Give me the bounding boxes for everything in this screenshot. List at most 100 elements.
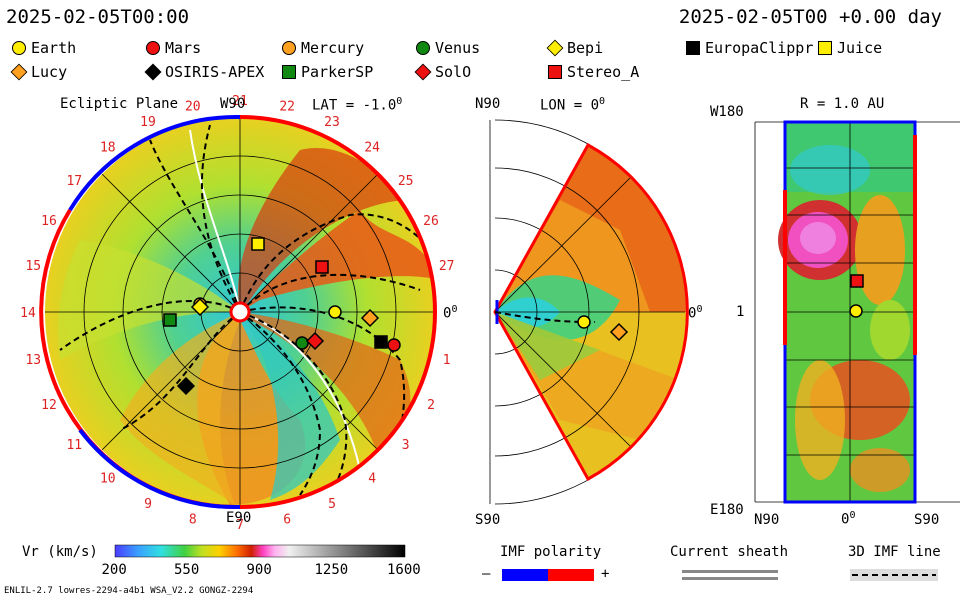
- rotation-label: 16: [41, 214, 57, 229]
- legend-label: Lucy: [31, 63, 68, 81]
- rotation-label: 23: [324, 115, 340, 130]
- radial-left-bottom: E180: [710, 502, 744, 518]
- marker-bepi: [190, 297, 210, 317]
- current-sheath-label: Current sheath: [670, 544, 789, 560]
- legend-label: Juice: [837, 39, 883, 57]
- circle-marker-icon: [416, 41, 430, 55]
- timestamp: 2025-02-05T00:00: [6, 6, 190, 28]
- marker-venus: [295, 336, 309, 350]
- rotation-label: 2: [427, 398, 435, 413]
- radial-title: R = 1.0 AU: [800, 96, 885, 112]
- rotation-label: 27: [439, 259, 455, 274]
- ecliptic-top-label: W90: [220, 96, 246, 112]
- legend-label: Stereo_A: [567, 63, 640, 81]
- rotation-label: 3: [402, 438, 410, 453]
- current-sheath-line1: [682, 570, 778, 573]
- legend-label: Mars: [165, 39, 202, 57]
- marker-lucy: [360, 308, 380, 328]
- imf-polarity-label: IMF polarity: [500, 544, 602, 560]
- legend-item-juice: Juice: [818, 39, 882, 57]
- radial-left-top: W180: [710, 104, 744, 120]
- marker-earth: [577, 315, 591, 329]
- rotation-label: 5: [328, 497, 336, 512]
- marker-parkersp: [163, 313, 177, 327]
- meridional-top-left: N90: [475, 96, 501, 112]
- radial-left-mid: 1: [736, 304, 745, 320]
- ecliptic-lat-label: LAT = -1.00: [312, 96, 403, 114]
- legend-item-lucy: Lucy: [10, 63, 68, 81]
- meridional-bottom-left: S90: [475, 512, 501, 528]
- radial-plot: [754, 120, 960, 504]
- marker-earth: [328, 305, 342, 319]
- colorbar-tick: 1600: [387, 562, 421, 578]
- legend-item-osiris-apex: OSIRIS-APEX: [144, 63, 264, 81]
- rotation-label: 6: [283, 513, 291, 528]
- current-sheath-line2: [682, 577, 778, 580]
- rotation-label: 15: [25, 259, 41, 274]
- square-marker-icon: [282, 65, 296, 79]
- square-marker-icon: [548, 65, 562, 79]
- legend-label: Mercury: [301, 39, 365, 57]
- imf-plus: +: [601, 566, 610, 582]
- rotation-label: 17: [66, 174, 82, 189]
- rotation-label: 19: [140, 115, 156, 130]
- circle-marker-icon: [12, 41, 26, 55]
- radial-bottom-mid: 00: [841, 510, 856, 528]
- meridional-lon-label: LON = 00: [540, 96, 606, 114]
- rotation-label: 26: [423, 214, 439, 229]
- radial-bottom-right: S90: [914, 512, 940, 528]
- legend-item-bepi: Bepi: [546, 39, 604, 57]
- legend-item-mercury: Mercury: [282, 39, 364, 57]
- imf-line-label: 3D IMF line: [848, 544, 941, 560]
- colorbar-label: Vr (km/s): [22, 544, 98, 560]
- square-marker-icon: [686, 41, 700, 55]
- ecliptic-title: Ecliptic Plane: [60, 96, 179, 112]
- legend-label: Bepi: [567, 39, 604, 57]
- legend-item-solo: SolO: [414, 63, 472, 81]
- rotation-label: 25: [398, 174, 414, 189]
- circle-marker-icon: [146, 41, 160, 55]
- marker-solo: [305, 331, 325, 351]
- marker-mars: [387, 338, 401, 352]
- rotation-label: 20: [185, 99, 201, 114]
- imf-positive: [548, 569, 594, 581]
- legend-item-parkersp: ParkerSP: [282, 63, 373, 81]
- rotation-label: 11: [66, 438, 82, 453]
- ecliptic-right-label: 00: [443, 304, 458, 322]
- rotation-label: 7: [236, 518, 244, 533]
- legend-label: ParkerSP: [301, 63, 374, 81]
- legend-label: Venus: [435, 39, 481, 57]
- imf-negative: [502, 569, 548, 581]
- rotation-label: 14: [20, 306, 36, 321]
- rotation-label: 21: [232, 94, 248, 109]
- imf-minus: –: [482, 566, 491, 582]
- rotation-label: 10: [100, 472, 116, 487]
- marker-stereo-a: [315, 260, 329, 274]
- rotation-label: 1: [443, 353, 451, 368]
- rotation-label: 22: [279, 99, 295, 114]
- meridional-right-label: 00: [688, 304, 703, 322]
- legend-label: SolO: [435, 63, 472, 81]
- radial-bottom-left: N90: [754, 512, 780, 528]
- legend-label: Earth: [31, 39, 77, 57]
- rotation-label: 24: [364, 140, 380, 155]
- footer-info: ENLIL-2.7 lowres-2294-a4b1 WSA_V2.2 GONG…: [4, 586, 254, 596]
- ecliptic-bottom-label: E90: [226, 510, 252, 526]
- square-marker-icon: [818, 41, 832, 55]
- legend-item-europaclippr: EuropaClippr: [686, 39, 813, 57]
- colorbar: [114, 544, 406, 558]
- circle-marker-icon: [282, 41, 296, 55]
- colorbar-tick: 550: [174, 562, 200, 578]
- marker-europaclippr: [374, 335, 388, 349]
- marker-lucy: [609, 322, 629, 342]
- time-offset: 2025-02-05T00 +0.00 day: [678, 6, 942, 28]
- marker-osiris-apex: [176, 376, 196, 396]
- marker-stereo-a: [850, 274, 864, 288]
- marker-earth: [849, 304, 863, 318]
- legend-item-stereo-a: Stereo_A: [548, 63, 639, 81]
- legend-item-earth: Earth: [12, 39, 76, 57]
- rotation-label: 12: [41, 398, 57, 413]
- colorbar-tick: 900: [246, 562, 272, 578]
